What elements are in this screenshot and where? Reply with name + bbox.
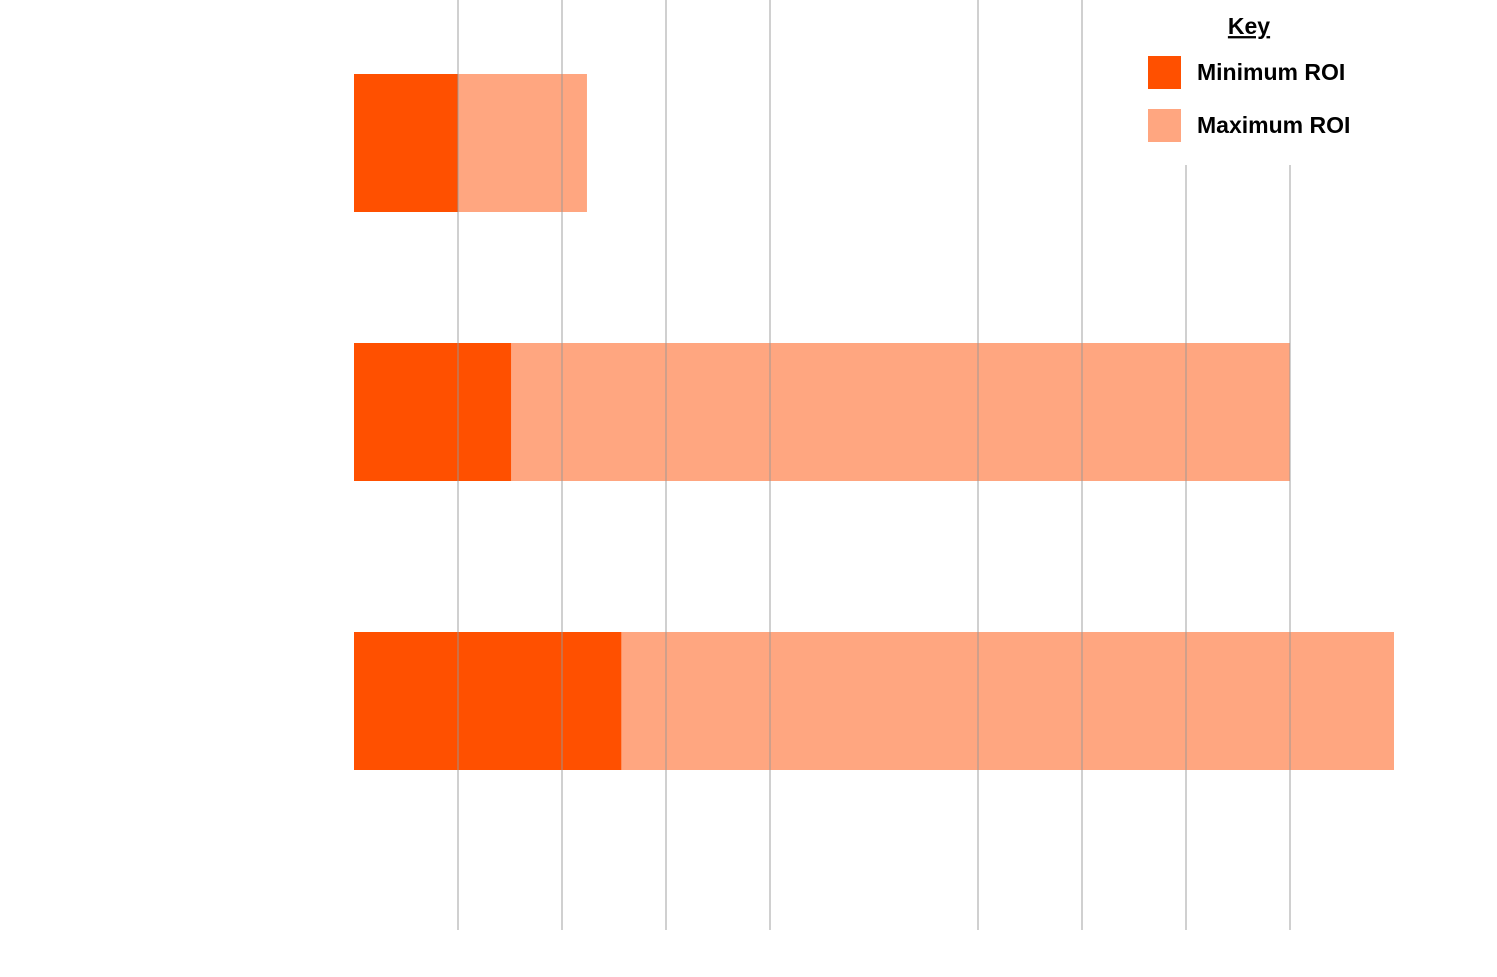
legend-label: Maximum ROI xyxy=(1197,112,1350,138)
bar xyxy=(354,632,622,770)
legend-title: Key xyxy=(1228,13,1270,39)
bar xyxy=(354,74,458,212)
legend-swatch xyxy=(1148,56,1181,89)
legend-swatch xyxy=(1148,109,1181,142)
legend-label: Minimum ROI xyxy=(1197,59,1345,85)
bar xyxy=(354,343,512,481)
